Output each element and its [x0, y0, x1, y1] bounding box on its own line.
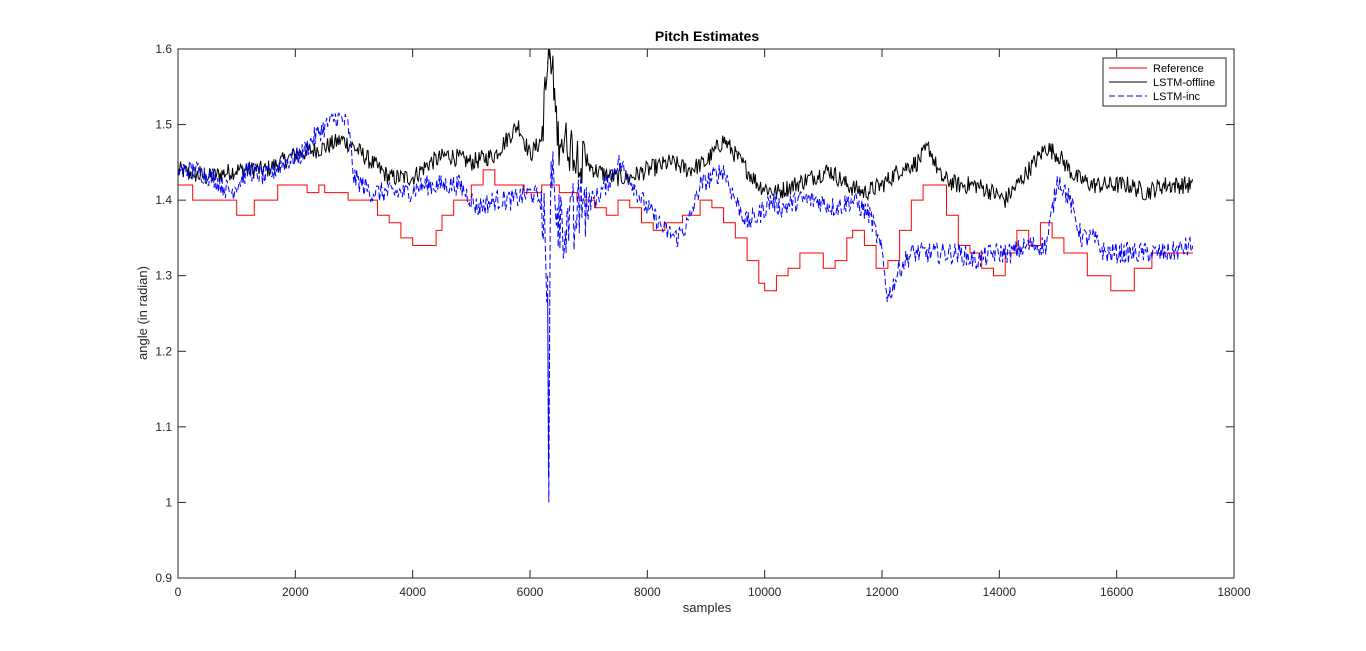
chart-title: Pitch Estimates: [655, 28, 759, 44]
x-tick-label: 12000: [865, 585, 899, 599]
y-tick-label: 1.3: [155, 269, 172, 283]
series-line-reference: [178, 169, 1193, 292]
x-tick-label: 6000: [517, 585, 544, 599]
y-tick-label: 1.4: [155, 193, 172, 207]
x-tick-label: 14000: [983, 585, 1017, 599]
y-tick-label: 1.2: [155, 344, 172, 358]
legend-label: LSTM-inc: [1153, 91, 1201, 103]
plot-area: [178, 49, 1234, 578]
axes-layer: 0 2000 4000 6000 8000 10000 12000 14000 16000 180…: [155, 42, 1251, 599]
series-line-lstm-inc: [177, 112, 1194, 503]
x-tick-label: 8000: [634, 585, 661, 599]
y-axis-label: angle (in radian): [135, 266, 150, 360]
y-tick-label: 1: [165, 495, 172, 509]
legend-label: Reference: [1153, 63, 1204, 75]
legend: Reference LSTM-offline LSTM-inc: [1102, 57, 1227, 107]
x-tick-label: 16000: [1100, 585, 1134, 599]
x-tick-label: 2000: [282, 585, 309, 599]
x-tick-label: 0: [175, 585, 182, 599]
y-tick-label: 1.6: [155, 42, 172, 56]
x-tick-label: 18000: [1217, 585, 1251, 599]
x-axis-label: samples: [683, 600, 732, 615]
y-tick-label: 1.1: [155, 420, 172, 434]
x-tick-label: 4000: [399, 585, 426, 599]
y-tick-label: 1.5: [155, 118, 172, 132]
x-tick-label: 10000: [748, 585, 782, 599]
axes-box: [177, 48, 1235, 579]
legend-label: LSTM-offline: [1153, 77, 1215, 89]
y-tick-label: 0.9: [155, 571, 172, 585]
